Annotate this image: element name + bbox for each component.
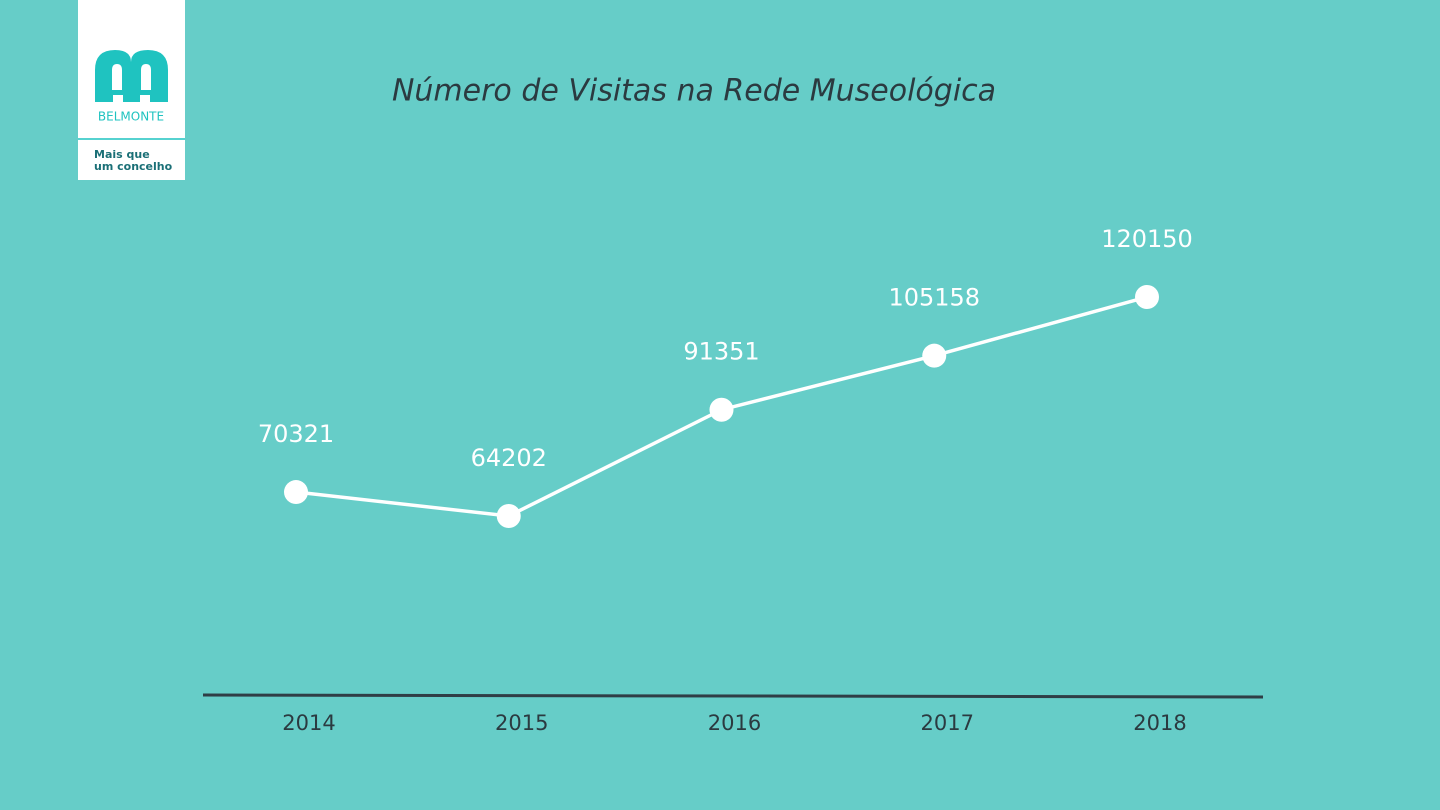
data-label: 120150 (1101, 225, 1193, 253)
data-point (922, 343, 947, 368)
logo-icon (95, 50, 168, 102)
data-label: 70321 (258, 420, 334, 448)
data-label: 105158 (888, 284, 980, 312)
x-tick-label: 2017 (921, 711, 974, 735)
logo-tagline: um concelho (94, 160, 173, 173)
data-point (496, 504, 521, 528)
data-point (709, 397, 734, 422)
x-tick-label: 2015 (495, 711, 548, 735)
data-label: 91351 (683, 338, 759, 366)
logo: BELMONTE Mais que um concelho (78, 0, 185, 180)
logo-tagline: Mais que (94, 148, 150, 161)
logo-name: BELMONTE (98, 110, 164, 124)
x-tick-label: 2016 (708, 711, 761, 735)
chart-title: Número de Visitas na Rede Museológica (392, 74, 996, 109)
data-label: 64202 (471, 444, 547, 472)
data-point (1135, 285, 1159, 309)
x-tick-label: 2014 (282, 711, 335, 735)
x-tick-label: 2018 (1133, 711, 1186, 735)
x-axis-line (202, 693, 1264, 699)
data-point (284, 480, 308, 505)
